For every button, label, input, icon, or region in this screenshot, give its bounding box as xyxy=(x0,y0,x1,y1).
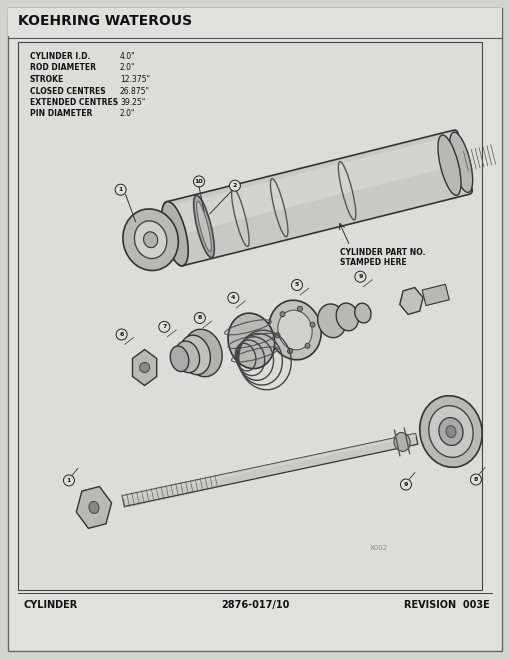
FancyBboxPatch shape xyxy=(122,434,417,507)
Circle shape xyxy=(63,475,74,486)
Text: ROD DIAMETER: ROD DIAMETER xyxy=(30,63,96,72)
Circle shape xyxy=(400,479,411,490)
Text: PIN DIAMETER: PIN DIAMETER xyxy=(30,109,92,119)
Circle shape xyxy=(287,349,292,354)
Ellipse shape xyxy=(89,501,99,513)
Text: 8: 8 xyxy=(473,477,477,482)
Polygon shape xyxy=(399,287,422,314)
Text: CYLINDER PART NO.
STAMPED HERE: CYLINDER PART NO. STAMPED HERE xyxy=(340,248,425,268)
Text: CLOSED CENTRES: CLOSED CENTRES xyxy=(30,86,105,96)
Text: STROKE: STROKE xyxy=(30,75,64,84)
Circle shape xyxy=(291,279,302,291)
Ellipse shape xyxy=(437,135,460,195)
Text: 2876-017/10: 2876-017/10 xyxy=(220,600,289,610)
Ellipse shape xyxy=(445,426,455,438)
Ellipse shape xyxy=(419,396,481,467)
Circle shape xyxy=(309,322,315,327)
Ellipse shape xyxy=(193,195,214,258)
Text: 6: 6 xyxy=(119,332,124,337)
Polygon shape xyxy=(132,349,156,386)
Circle shape xyxy=(228,293,238,303)
Text: 39.25": 39.25" xyxy=(120,98,145,107)
Ellipse shape xyxy=(134,221,166,258)
FancyBboxPatch shape xyxy=(171,136,458,235)
Ellipse shape xyxy=(317,304,346,337)
Circle shape xyxy=(304,343,309,349)
Circle shape xyxy=(194,312,205,324)
Ellipse shape xyxy=(228,313,274,368)
Ellipse shape xyxy=(183,330,222,377)
Circle shape xyxy=(469,474,480,485)
Text: 9: 9 xyxy=(403,482,407,487)
Text: 2.0": 2.0" xyxy=(120,109,135,119)
Ellipse shape xyxy=(393,432,409,451)
Bar xyxy=(421,284,448,306)
Text: X002: X002 xyxy=(369,545,387,551)
Ellipse shape xyxy=(123,209,178,271)
Text: REVISION  003E: REVISION 003E xyxy=(404,600,489,610)
Text: 4: 4 xyxy=(231,295,235,301)
Text: 8: 8 xyxy=(197,316,202,320)
Text: CYLINDER: CYLINDER xyxy=(24,600,78,610)
Ellipse shape xyxy=(335,303,358,331)
Circle shape xyxy=(116,329,127,340)
Ellipse shape xyxy=(268,301,321,360)
Text: 26.875": 26.875" xyxy=(120,86,150,96)
Circle shape xyxy=(115,185,126,195)
Circle shape xyxy=(229,180,240,191)
Ellipse shape xyxy=(277,310,312,350)
Text: KOEHRING WATEROUS: KOEHRING WATEROUS xyxy=(18,14,192,28)
FancyBboxPatch shape xyxy=(163,130,471,266)
Circle shape xyxy=(158,322,169,332)
Text: 1: 1 xyxy=(67,478,71,483)
Text: 1: 1 xyxy=(118,187,123,192)
Text: 5: 5 xyxy=(294,283,299,287)
Text: 10: 10 xyxy=(194,179,203,184)
Text: 7: 7 xyxy=(162,324,166,330)
Ellipse shape xyxy=(161,202,188,266)
Circle shape xyxy=(279,312,285,317)
Polygon shape xyxy=(76,486,111,529)
Circle shape xyxy=(354,272,365,282)
Bar xyxy=(122,434,415,499)
Text: 2.0": 2.0" xyxy=(120,63,135,72)
Ellipse shape xyxy=(179,335,210,375)
Circle shape xyxy=(193,176,204,187)
Ellipse shape xyxy=(143,232,157,248)
Ellipse shape xyxy=(354,303,371,323)
Ellipse shape xyxy=(438,418,462,445)
Text: 12.375": 12.375" xyxy=(120,75,150,84)
Ellipse shape xyxy=(170,346,188,372)
Text: CYLINDER I.D.: CYLINDER I.D. xyxy=(30,52,90,61)
Text: 2: 2 xyxy=(232,183,237,188)
Bar xyxy=(8,8,501,36)
Bar xyxy=(18,42,481,590)
Circle shape xyxy=(297,306,302,311)
Circle shape xyxy=(274,333,279,338)
Ellipse shape xyxy=(428,406,472,457)
Text: 9: 9 xyxy=(357,274,362,279)
Ellipse shape xyxy=(175,341,199,372)
Text: 4.0": 4.0" xyxy=(120,52,135,61)
Circle shape xyxy=(139,362,149,372)
Text: EXTENDED CENTRES: EXTENDED CENTRES xyxy=(30,98,118,107)
Ellipse shape xyxy=(449,132,472,192)
Ellipse shape xyxy=(196,201,211,252)
